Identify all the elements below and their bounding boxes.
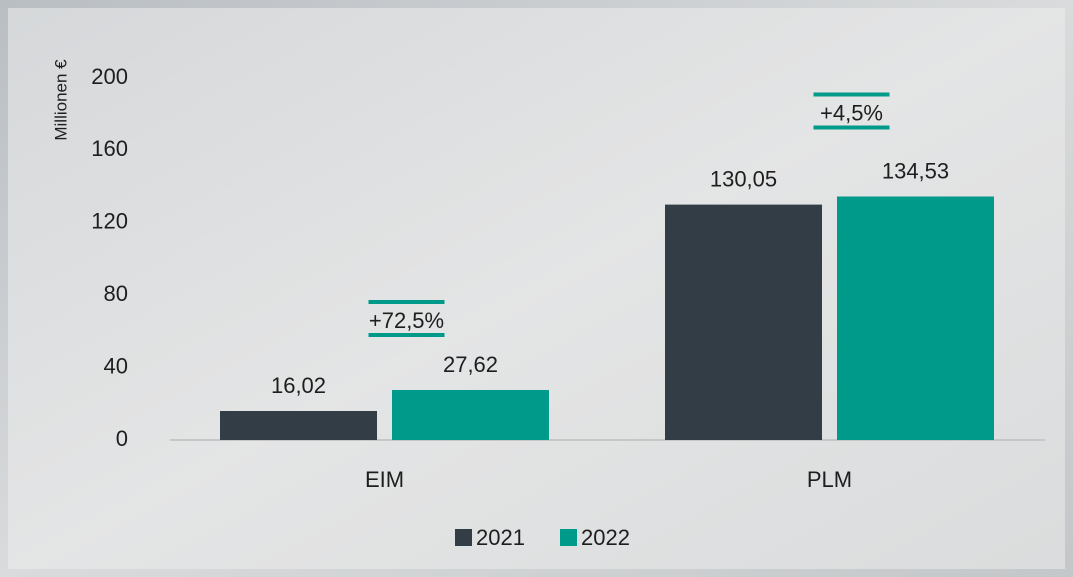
page: Millionen € 0 40 80 120 160 200 EIM 16,02 27,62 +… xyxy=(0,0,1073,577)
annotation: +4,5% xyxy=(820,100,883,125)
chart: Millionen € 0 40 80 120 160 200 EIM 16,02 27,62 +… xyxy=(0,0,1073,577)
annotation: +72,5% xyxy=(369,308,444,333)
y-tick-label: 40 xyxy=(104,353,128,378)
bar xyxy=(665,205,822,440)
bar xyxy=(220,411,377,440)
legend-swatch xyxy=(560,529,577,546)
y-tick-label: 0 xyxy=(116,426,128,451)
y-axis-label: Millionen € xyxy=(51,59,70,141)
x-tick-label: EIM xyxy=(365,467,404,492)
legend-label: 2021 xyxy=(476,525,525,550)
value-label: 130,05 xyxy=(710,166,777,191)
legend-label: 2022 xyxy=(581,525,630,550)
bar xyxy=(392,390,549,440)
x-tick-label: PLM xyxy=(807,467,852,492)
legend-swatch xyxy=(455,529,472,546)
y-tick-label: 80 xyxy=(104,281,128,306)
value-label: 134,53 xyxy=(882,158,949,183)
y-tick-label: 120 xyxy=(91,209,128,234)
value-label: 16,02 xyxy=(271,373,326,398)
bar xyxy=(837,197,994,440)
value-label: 27,62 xyxy=(443,352,498,377)
y-tick-label: 200 xyxy=(91,64,128,89)
y-tick-label: 160 xyxy=(91,136,128,161)
